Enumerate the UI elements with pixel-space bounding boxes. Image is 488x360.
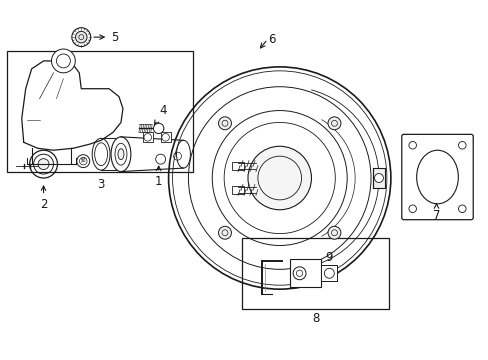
Text: 2: 2 <box>40 186 47 211</box>
Bar <box>232 186 244 194</box>
Bar <box>7 51 193 172</box>
Bar <box>232 162 244 170</box>
Circle shape <box>374 174 383 183</box>
Circle shape <box>143 134 151 141</box>
Bar <box>161 132 170 142</box>
FancyBboxPatch shape <box>401 134 472 220</box>
Text: 1: 1 <box>155 166 162 189</box>
Circle shape <box>162 134 169 141</box>
Circle shape <box>38 159 49 170</box>
Text: 5: 5 <box>94 31 118 44</box>
Circle shape <box>72 28 90 46</box>
Circle shape <box>51 49 75 73</box>
Circle shape <box>75 31 87 43</box>
Circle shape <box>218 226 231 239</box>
Bar <box>289 260 321 287</box>
Bar <box>321 265 337 281</box>
Circle shape <box>218 117 231 130</box>
Ellipse shape <box>416 150 457 204</box>
Ellipse shape <box>176 140 190 168</box>
Text: 7: 7 <box>432 203 439 222</box>
Text: 4: 4 <box>154 104 166 125</box>
Text: 6: 6 <box>267 33 275 46</box>
Text: 3: 3 <box>97 178 104 191</box>
Circle shape <box>247 146 311 210</box>
Circle shape <box>327 117 340 130</box>
Circle shape <box>327 226 340 239</box>
Text: 8: 8 <box>311 312 319 325</box>
Bar <box>372 168 384 188</box>
Circle shape <box>153 123 163 134</box>
Ellipse shape <box>92 138 110 170</box>
Ellipse shape <box>111 137 131 172</box>
Bar <box>242 238 388 309</box>
Text: 9: 9 <box>313 251 332 274</box>
Ellipse shape <box>118 149 123 159</box>
Polygon shape <box>21 61 122 150</box>
Bar <box>142 132 152 142</box>
Circle shape <box>168 67 390 289</box>
